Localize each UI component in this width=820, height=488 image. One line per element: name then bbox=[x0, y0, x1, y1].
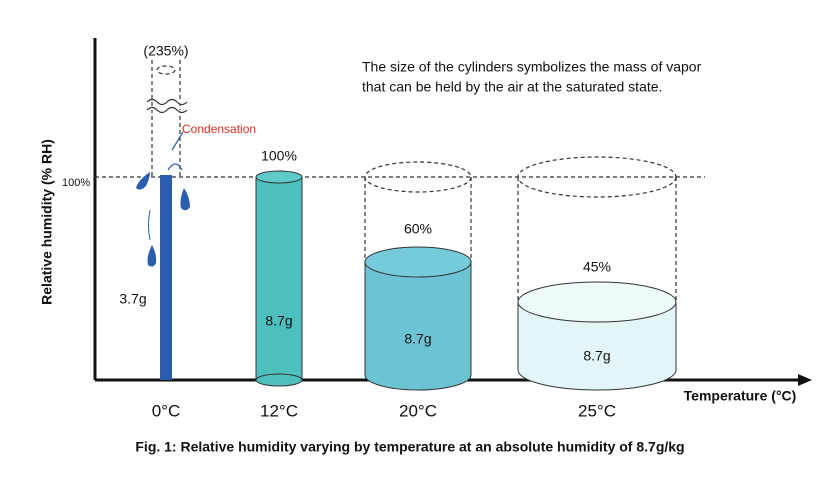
y-axis-label: Relative humidity (% RH) bbox=[39, 139, 55, 305]
cylinder-25c bbox=[517, 301, 677, 391]
rh-label: (235%) bbox=[143, 43, 188, 59]
y-tick-label: 100% bbox=[62, 177, 90, 189]
cylinder-0c bbox=[160, 175, 172, 380]
mass-label: 8.7g bbox=[583, 348, 610, 364]
note-line: that can be held by the air at the satur… bbox=[362, 79, 662, 95]
mass-label: 8.7g bbox=[265, 313, 292, 329]
rh-label: 60% bbox=[404, 221, 432, 237]
mass-label: 8.7g bbox=[404, 331, 431, 347]
mass-label: 3.7g bbox=[119, 291, 146, 307]
condensation-label: Condensation bbox=[182, 122, 256, 136]
droplets bbox=[136, 172, 190, 267]
drip-line bbox=[148, 209, 151, 241]
cylinder-top bbox=[517, 281, 677, 323]
cylinder-top bbox=[364, 246, 472, 278]
temperature-label: 20°C bbox=[399, 401, 437, 420]
rh-label: 100% bbox=[261, 148, 297, 164]
cylinder-top bbox=[255, 170, 303, 184]
cylinder-12c bbox=[255, 176, 303, 381]
rh-label: 45% bbox=[583, 259, 611, 275]
x-axis-label: Temperature (°C) bbox=[684, 388, 797, 404]
cylinder-20c bbox=[364, 261, 472, 391]
temperature-label: 12°C bbox=[260, 401, 298, 420]
break-mark bbox=[146, 98, 188, 114]
caption: Fig. 1: Relative humidity varying by tem… bbox=[135, 439, 684, 455]
dashed-top bbox=[517, 156, 677, 198]
condensation-pointer bbox=[167, 131, 184, 171]
cylinder-bottom bbox=[255, 373, 303, 387]
temperature-label: 0°C bbox=[152, 401, 181, 420]
temperature-label: 25°C bbox=[578, 401, 616, 420]
dashed-top bbox=[156, 65, 176, 75]
note-line: The size of the cylinders symbolizes the… bbox=[362, 59, 702, 75]
x-axis-arrow bbox=[798, 374, 812, 386]
dashed-top bbox=[364, 161, 472, 193]
